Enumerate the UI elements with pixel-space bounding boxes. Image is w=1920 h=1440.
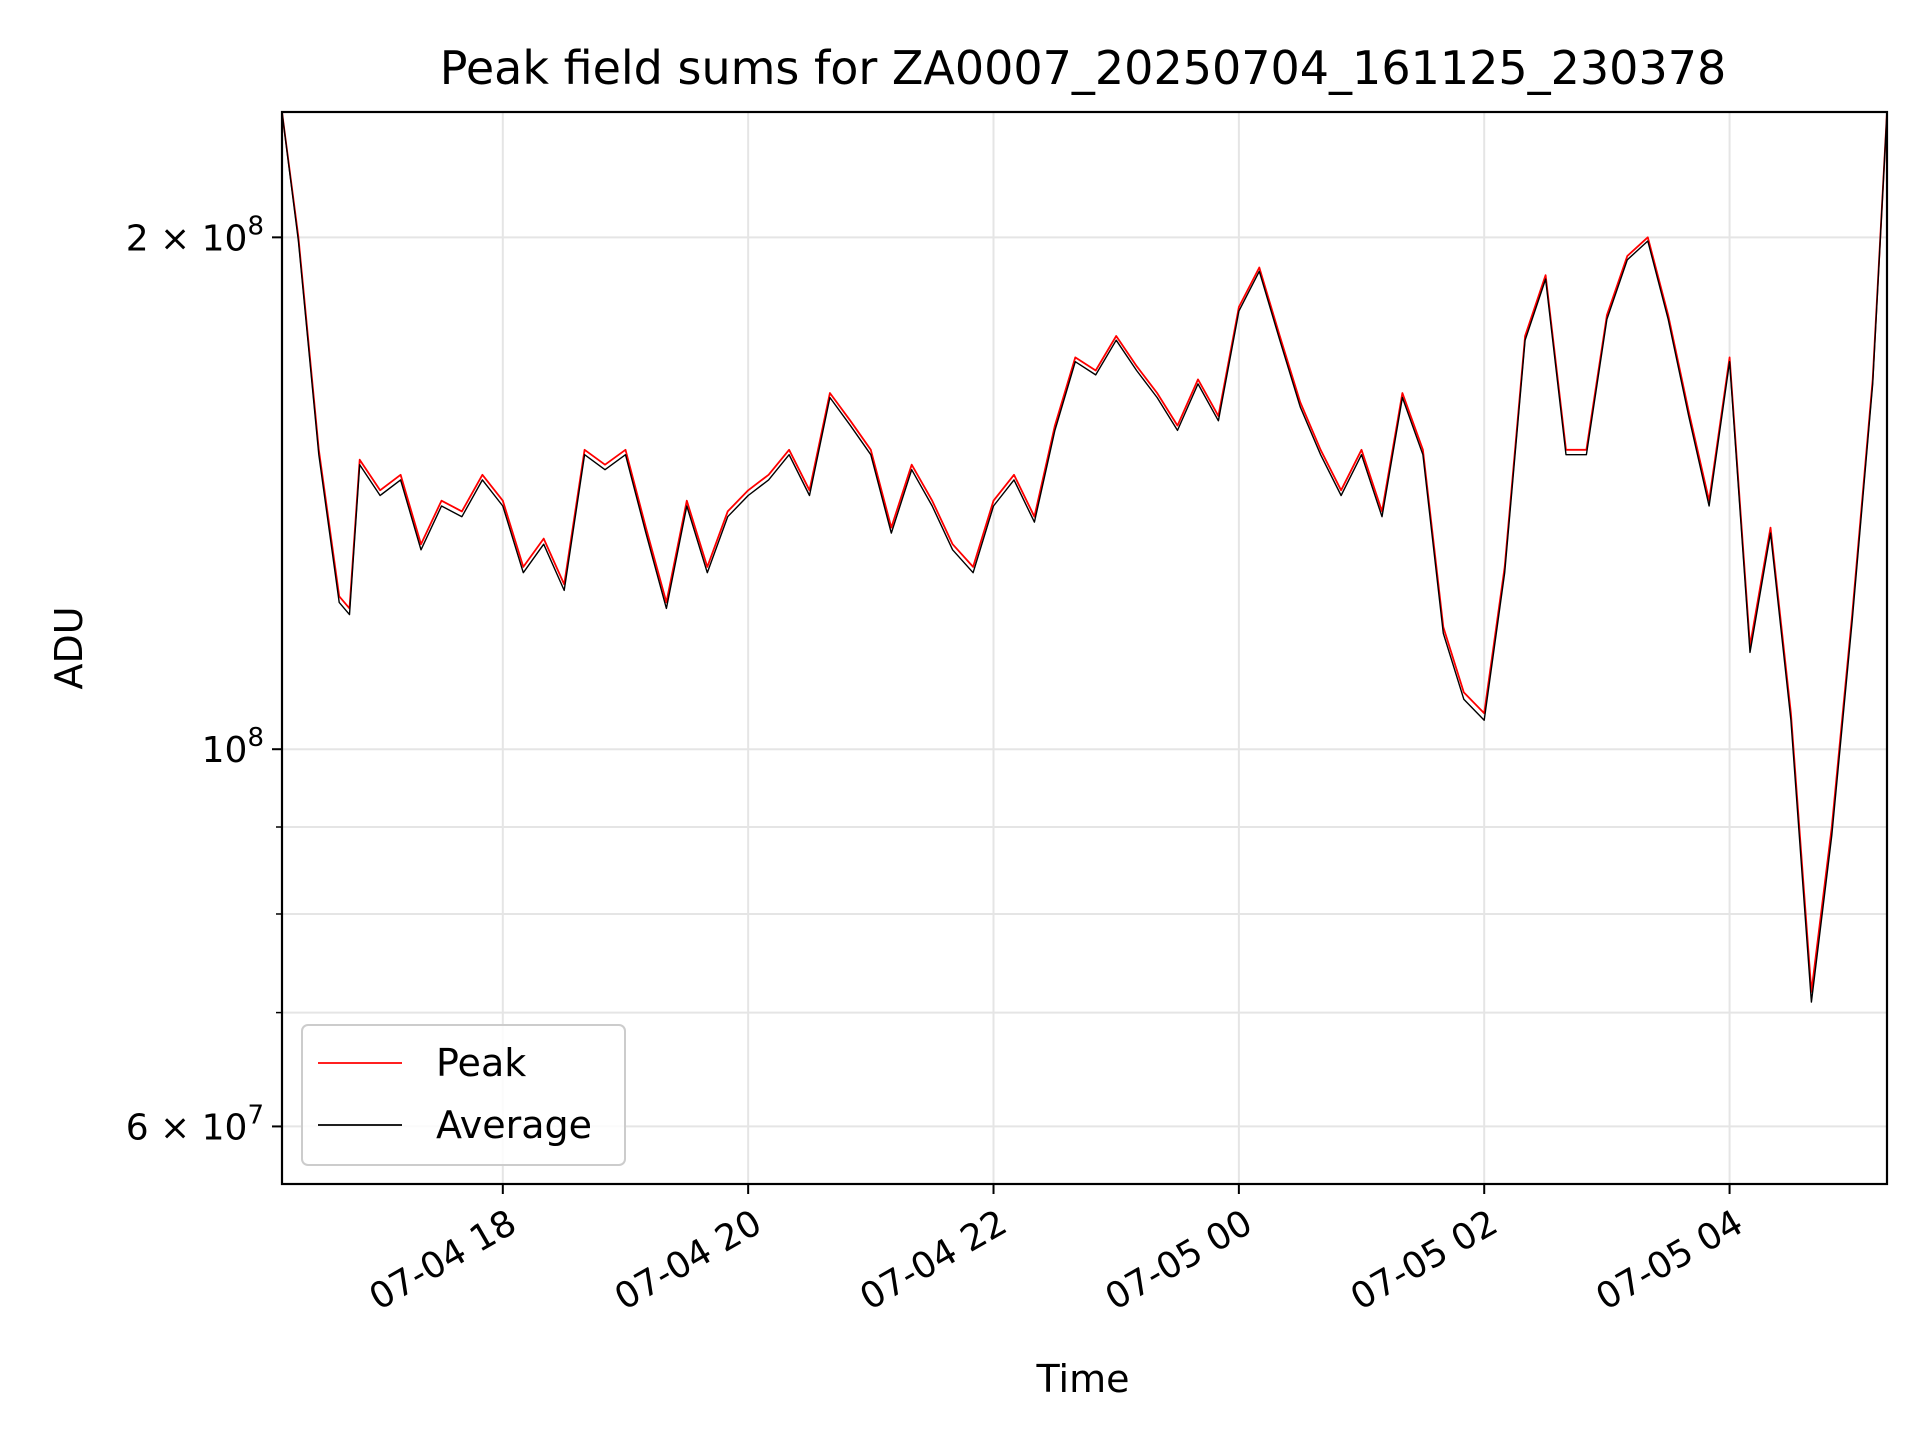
series-layer — [282, 112, 1887, 1003]
y-tick-label: 108 — [202, 723, 264, 771]
plot-frame — [280, 110, 1889, 1186]
y-axis-label: ADU — [47, 606, 91, 689]
x-axis-label: Time — [1036, 1357, 1130, 1401]
legend-label: Average — [436, 1103, 592, 1147]
y-tick-label: 6 × 107 — [126, 1100, 264, 1148]
chart-title: Peak field sums for ZA0007_20250704_1611… — [440, 41, 1727, 95]
grid — [282, 112, 1887, 1184]
series-line-peak — [282, 112, 1887, 993]
legend-box — [301, 1024, 626, 1166]
y-tick-label: 2 × 108 — [126, 211, 264, 259]
legend: Peak Average — [301, 1024, 626, 1166]
series-line-average — [282, 112, 1887, 1003]
legend-label: Peak — [436, 1041, 526, 1085]
